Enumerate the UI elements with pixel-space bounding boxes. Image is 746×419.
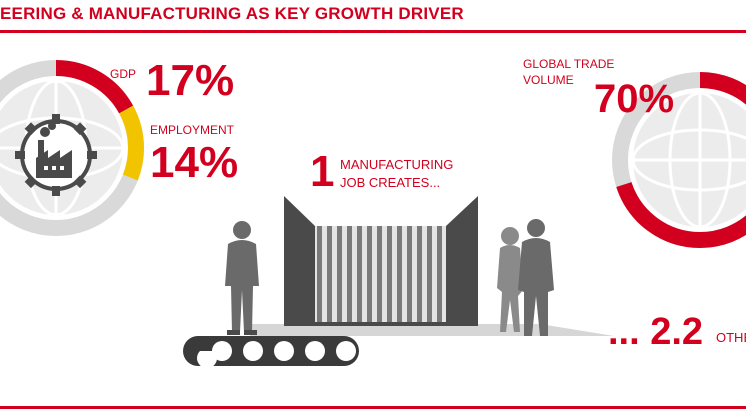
job-count: 1 [310,147,335,196]
other-jobs-value: ... 2.2 [608,311,704,353]
gdp-value: 17% [146,56,235,105]
right-globe [612,72,746,248]
trade-arc [612,72,746,248]
page-title: EERING & MANUFACTURING AS KEY GROWTH DRI… [0,4,464,23]
business-people-figures [497,219,554,336]
gdp-label: GDP [110,67,137,81]
right-globe-grid [631,91,746,229]
other-jobs-label: OTHE [716,330,746,345]
employment-arc [0,60,144,236]
employment-label: EMPLOYMENT [150,123,235,137]
global-trade-value: 70% [594,77,675,121]
employment-value: 14% [150,138,239,187]
container-box [284,196,478,326]
global-trade-label-line2: VOLUME [523,73,574,87]
footer-divider [0,406,746,409]
conveyor-belt [183,324,614,369]
factory-gear-icon [15,114,97,196]
header-divider [0,30,746,33]
manufacturing-caption-line2: JOB CREATES... [340,175,441,190]
worker-figure [225,221,259,335]
gdp-arc [0,60,144,236]
manufacturing-caption-line1: MANUFACTURING [340,157,454,172]
global-trade-label-line1: GLOBAL TRADE [523,57,615,71]
left-globe [0,60,144,236]
